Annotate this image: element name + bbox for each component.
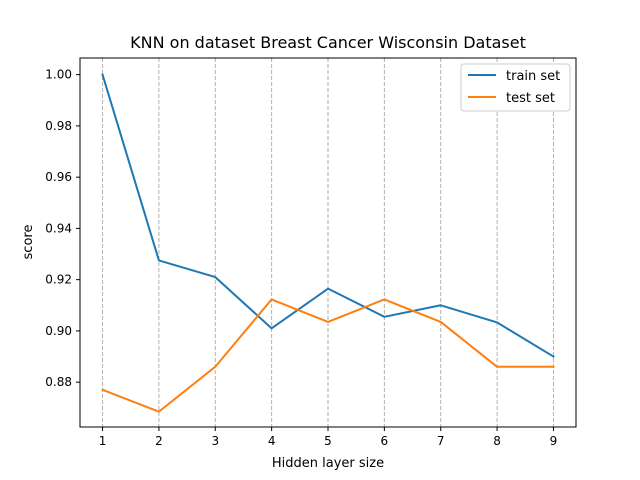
x-tick-label: 7 (437, 434, 445, 448)
x-tick-label: 5 (324, 434, 332, 448)
y-tick-label: 0.94 (45, 221, 72, 235)
x-tick-label: 4 (268, 434, 276, 448)
y-axis-label: score (21, 225, 36, 260)
y-tick-label: 0.88 (45, 375, 72, 389)
legend-train-label: train set (506, 69, 560, 84)
x-axis-label: Hidden layer size (272, 456, 384, 471)
x-tick-label: 2 (155, 434, 163, 448)
legend-test-label: test set (506, 91, 555, 106)
y-tick-label: 0.90 (45, 324, 72, 338)
x-tick-label: 8 (493, 434, 501, 448)
y-tick-label: 0.96 (45, 170, 72, 184)
y-axis-ticks: 0.88 0.90 0.92 0.94 0.96 0.98 1.00 (45, 68, 80, 389)
x-axis-ticks: 1 2 3 4 5 6 7 8 9 (99, 427, 558, 448)
x-tick-label: 6 (381, 434, 389, 448)
legend: train set test set (460, 63, 571, 112)
test-set-line (101, 298, 555, 413)
y-tick-label: 0.92 (45, 273, 72, 287)
train-set-line (101, 73, 555, 358)
y-tick-label: 0.98 (45, 119, 72, 133)
series-layer (101, 73, 555, 413)
x-tick-label: 3 (211, 434, 219, 448)
y-tick-label: 1.00 (45, 68, 72, 82)
x-tick-label: 9 (550, 434, 558, 448)
x-tick-label: 1 (99, 434, 107, 448)
grid-layer (102, 58, 554, 427)
chart-title: KNN on dataset Breast Cancer Wisconsin D… (130, 33, 526, 52)
